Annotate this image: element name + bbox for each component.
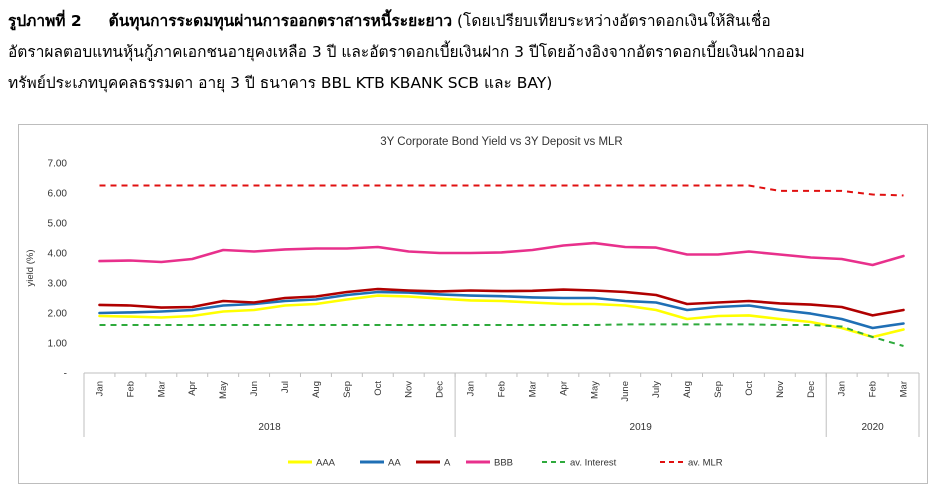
y-tick-label: 6.00 (48, 189, 68, 200)
y-tick-label: 2.00 (48, 309, 68, 320)
y-tick-label: 1.00 (48, 339, 68, 350)
x-tick-label: May (589, 381, 600, 399)
x-tick-label: Mar (527, 381, 538, 397)
x-tick-label: Aug (682, 381, 693, 398)
y-tick-label: 3.00 (48, 279, 68, 290)
figure-caption: รูปภาพที่ 2 ต้นทุนการระดมทุนผ่านการออกตร… (8, 6, 938, 99)
legend-label: av. MLR (688, 458, 723, 469)
x-tick-label: Jan (94, 381, 105, 396)
y-tick-label: - (64, 369, 67, 380)
x-tick-label: Apr (187, 381, 198, 396)
legend-label: av. Interest (570, 458, 617, 469)
y-axis-label: yield (%) (25, 250, 36, 287)
x-tick-label: Feb (868, 381, 879, 397)
legend-label: AA (388, 458, 401, 469)
figure-label: รูปภาพที่ 2 (8, 12, 82, 30)
year-label: 2020 (861, 422, 884, 433)
x-tick-label: May (218, 381, 229, 399)
x-tick-label: Jul (280, 381, 291, 393)
x-tick-label: Nov (404, 381, 415, 398)
x-tick-label: Jan (466, 381, 477, 396)
series-line-bbb (98, 241, 905, 267)
x-tick-label: Dec (435, 381, 446, 398)
series-line-aaa (98, 294, 905, 339)
legend-label: AAA (316, 458, 336, 469)
caption-line-3: ทรัพย์ประเภทบุคคลธรรมดา อายุ 3 ปี ธนาคาร… (8, 74, 553, 92)
x-tick-label: Sep (342, 381, 353, 398)
year-label: 2019 (630, 422, 653, 433)
legend-label: BBB (494, 458, 513, 469)
x-tick-label: June (620, 381, 631, 402)
series-line-aa (98, 290, 905, 330)
x-tick-label: Oct (744, 381, 755, 396)
y-tick-label: 5.00 (48, 219, 68, 230)
figure-title: ต้นทุนการระดมทุนผ่านการออกตราสารหนี้ระยะ… (108, 12, 453, 30)
x-tick-label: Feb (497, 381, 508, 397)
x-tick-label: Apr (558, 381, 569, 396)
y-tick-label: 7.00 (48, 159, 68, 170)
chart-frame: 3Y Corporate Bond Yield vs 3Y Deposit vs… (18, 124, 928, 484)
x-tick-label: Feb (125, 381, 136, 397)
x-tick-label: Mar (156, 381, 167, 397)
y-tick-label: 4.00 (48, 249, 68, 260)
chart-title: 3Y Corporate Bond Yield vs 3Y Deposit vs… (380, 136, 622, 148)
x-tick-label: Nov (775, 381, 786, 398)
x-tick-label: Dec (806, 381, 817, 398)
x-tick-label: Mar (899, 381, 910, 397)
x-tick-label: July (651, 381, 662, 398)
x-tick-label: Oct (373, 381, 384, 396)
year-label: 2018 (258, 422, 281, 433)
x-tick-label: Jan (837, 381, 848, 396)
series-line-av-interest (99, 323, 904, 347)
caption-line-2: อัตราผลตอบแทนหุ้นกู้ภาคเอกชนอายุคงเหลือ … (8, 43, 805, 61)
caption-line-1: (โดยเปรียบเทียบระหว่างอัตราดอกเงินให้สิน… (456, 12, 771, 30)
x-tick-label: Aug (311, 381, 322, 398)
x-tick-label: Sep (713, 381, 724, 398)
series-line-av-mlr (99, 184, 904, 197)
legend-label: A (444, 458, 451, 469)
line-chart: 3Y Corporate Bond Yield vs 3Y Deposit vs… (25, 136, 920, 469)
series-line-a (98, 287, 905, 317)
x-tick-label: Jun (249, 381, 260, 396)
